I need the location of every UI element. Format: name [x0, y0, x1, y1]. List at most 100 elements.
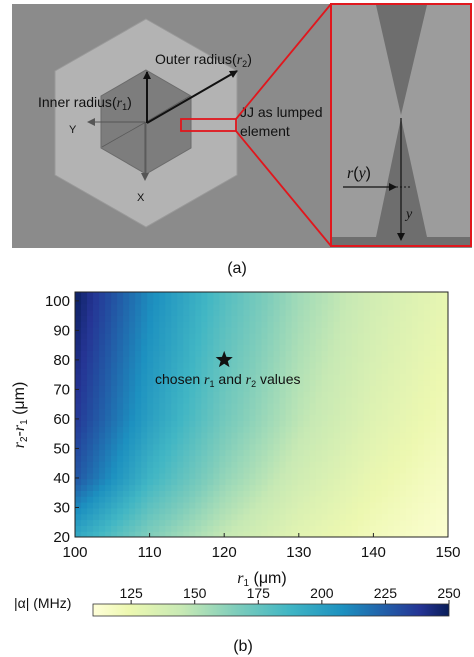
heatmap-cell: [177, 490, 184, 497]
heatmap-cell: [195, 408, 202, 416]
heatmap-cell: [219, 292, 227, 299]
heatmap-cell: [99, 338, 106, 346]
heatmap-cell: [183, 472, 190, 480]
heatmap-cell: [267, 373, 275, 381]
heatmap-cell: [267, 321, 275, 328]
heatmap-cell: [195, 437, 202, 445]
heatmap-cell: [99, 449, 106, 456]
heatmap-cell: [387, 513, 395, 521]
heatmap-cell: [189, 356, 196, 363]
heatmap-cell: [201, 414, 208, 421]
heatmap-cell: [183, 321, 190, 328]
heatmap-cell: [135, 502, 142, 509]
heatmap-cell: [255, 367, 263, 375]
heatmap-cell: [363, 426, 371, 433]
heatmap-cell: [159, 519, 166, 526]
heatmap-cell: [303, 490, 311, 497]
heatmap-cell: [387, 385, 395, 392]
heatmap-cell: [297, 408, 305, 416]
caption-a: (a): [227, 260, 247, 277]
heatmap-cell: [381, 472, 389, 480]
heatmap-cell: [165, 502, 172, 509]
heatmap-cell: [285, 437, 293, 445]
heatmap-cell: [231, 461, 239, 468]
heatmap-cell: [129, 437, 136, 445]
heatmap-cell: [333, 391, 341, 398]
heatmap-cell: [411, 338, 419, 346]
heatmap-cell: [291, 391, 299, 398]
heatmap-cell: [327, 356, 335, 363]
heatmap-cell: [417, 502, 425, 509]
heatmap-cell: [105, 379, 112, 386]
heatmap-cell: [411, 507, 419, 515]
heatmap-cell: [345, 525, 353, 532]
heatmap-cell: [237, 315, 245, 322]
heatmap-cell: [441, 519, 448, 526]
heatmap-cell: [423, 519, 431, 526]
heatmap-cell: [309, 391, 317, 398]
heatmap-cell: [387, 367, 395, 375]
heatmap-cell: [399, 303, 407, 311]
heatmap-cell: [183, 449, 190, 456]
heatmap-cell: [375, 513, 383, 521]
heatmap-cell: [255, 327, 263, 334]
heatmap-cell: [405, 525, 413, 532]
heatmap-cell: [279, 484, 287, 491]
heatmap-cell: [207, 443, 214, 451]
heatmap-cell: [357, 344, 365, 351]
heatmap-cell: [75, 496, 82, 503]
heatmap-cell: [93, 437, 100, 445]
heatmap-cell: [93, 414, 100, 421]
heatmap-cell: [171, 362, 178, 369]
heatmap-cell: [219, 432, 227, 439]
heatmap-cell: [321, 397, 329, 404]
heatmap-cell: [333, 414, 341, 421]
heatmap-cell: [339, 350, 347, 357]
heatmap-cell: [285, 303, 293, 311]
heatmap-cell: [141, 484, 148, 491]
heatmap-cell: [171, 385, 178, 392]
heatmap-cell: [273, 507, 281, 515]
heatmap-cell: [111, 525, 118, 532]
heatmap-cell: [363, 472, 371, 480]
heatmap-cell: [339, 484, 347, 491]
heatmap-cell: [135, 315, 142, 322]
heatmap-cell: [129, 408, 136, 416]
heatmap-cell: [375, 420, 383, 427]
heatmap-cell: [423, 297, 431, 305]
heatmap-cell: [399, 443, 407, 451]
heatmap-cell: [123, 379, 130, 386]
heatmap-cell: [387, 519, 395, 526]
heatmap-cell: [141, 379, 148, 386]
heatmap-cell: [381, 362, 389, 369]
heatmap-cell: [171, 292, 178, 299]
heatmap-cell: [441, 443, 448, 451]
heatmap-cell: [81, 432, 88, 439]
heatmap-cell: [207, 379, 214, 386]
heatmap-cell: [165, 303, 172, 311]
heatmap-cell: [207, 292, 214, 299]
heatmap-cell: [207, 391, 214, 398]
heatmap-cell: [75, 432, 82, 439]
heatmap-cell: [87, 391, 94, 398]
heatmap-cell: [381, 507, 389, 515]
heatmap-cell: [177, 385, 184, 392]
heatmap-cell: [279, 426, 287, 433]
heatmap-cell: [231, 472, 239, 480]
heatmap-cell: [297, 531, 305, 537]
heatmap-cell: [219, 408, 227, 416]
heatmap-cell: [351, 391, 359, 398]
heatmap-cell: [219, 379, 227, 386]
heatmap-cell: [207, 490, 214, 497]
heatmap-cell: [171, 507, 178, 515]
heatmap-cell: [177, 309, 184, 316]
heatmap-cell: [105, 507, 112, 515]
colorbar-tick-label: 125: [119, 585, 143, 601]
heatmap-cell: [309, 344, 317, 351]
heatmap-cell: [129, 321, 136, 328]
heatmap-cell: [99, 507, 106, 515]
heatmap-cell: [393, 426, 401, 433]
heatmap-cell: [201, 362, 208, 369]
heatmap-cell: [399, 408, 407, 416]
heatmap-cell: [375, 519, 383, 526]
